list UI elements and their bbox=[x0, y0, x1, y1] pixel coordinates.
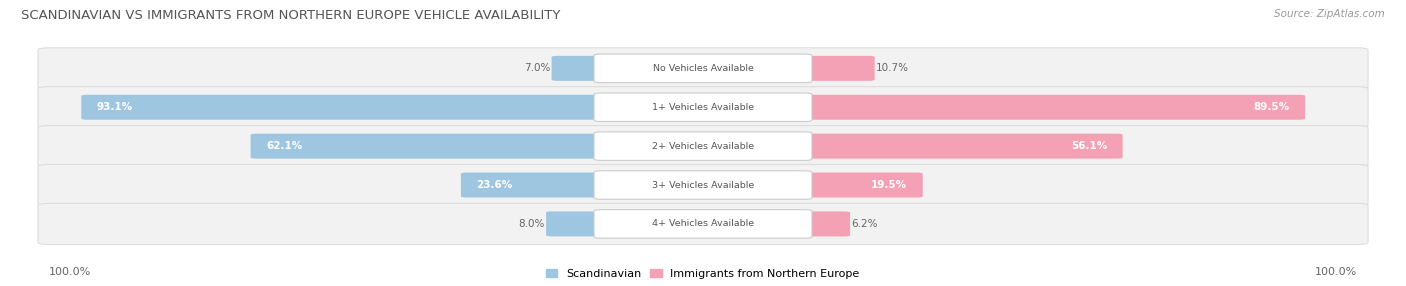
Text: 93.1%: 93.1% bbox=[97, 102, 132, 112]
Text: 10.7%: 10.7% bbox=[876, 63, 910, 73]
Text: Source: ZipAtlas.com: Source: ZipAtlas.com bbox=[1274, 9, 1385, 19]
Text: 100.0%: 100.0% bbox=[1315, 267, 1357, 277]
Text: 56.1%: 56.1% bbox=[1071, 141, 1107, 151]
Text: 89.5%: 89.5% bbox=[1254, 102, 1289, 112]
Text: 23.6%: 23.6% bbox=[477, 180, 513, 190]
Text: No Vehicles Available: No Vehicles Available bbox=[652, 64, 754, 73]
Text: 62.1%: 62.1% bbox=[266, 141, 302, 151]
Text: 7.0%: 7.0% bbox=[524, 63, 550, 73]
Text: 100.0%: 100.0% bbox=[49, 267, 91, 277]
Text: 4+ Vehicles Available: 4+ Vehicles Available bbox=[652, 219, 754, 229]
Text: SCANDINAVIAN VS IMMIGRANTS FROM NORTHERN EUROPE VEHICLE AVAILABILITY: SCANDINAVIAN VS IMMIGRANTS FROM NORTHERN… bbox=[21, 9, 561, 21]
Legend: Scandinavian, Immigrants from Northern Europe: Scandinavian, Immigrants from Northern E… bbox=[541, 265, 865, 283]
Text: 6.2%: 6.2% bbox=[852, 219, 877, 229]
Text: 2+ Vehicles Available: 2+ Vehicles Available bbox=[652, 142, 754, 151]
Text: 8.0%: 8.0% bbox=[519, 219, 544, 229]
Text: 3+ Vehicles Available: 3+ Vehicles Available bbox=[652, 180, 754, 190]
Text: 19.5%: 19.5% bbox=[872, 180, 907, 190]
Text: 1+ Vehicles Available: 1+ Vehicles Available bbox=[652, 103, 754, 112]
